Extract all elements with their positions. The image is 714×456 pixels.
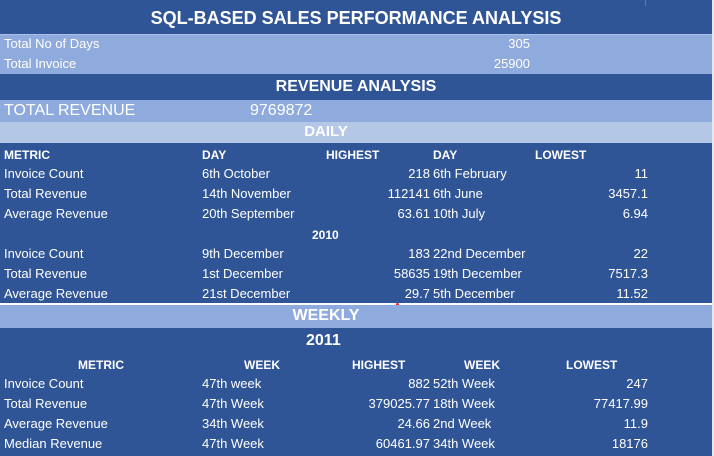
metric-cell: Total Revenue bbox=[4, 396, 88, 411]
lowest-cell: 22 bbox=[633, 246, 648, 261]
highest-cell: 218 bbox=[408, 166, 430, 181]
cursor-dot bbox=[396, 303, 399, 306]
low-week-cell: 2nd Week bbox=[433, 416, 492, 431]
year-2010-label: 2010 bbox=[312, 228, 339, 242]
lowest-cell: 7517.3 bbox=[608, 266, 648, 281]
metric-cell: Invoice Count bbox=[4, 166, 84, 181]
revenue-analysis-heading: REVENUE ANALYSIS bbox=[275, 78, 437, 95]
daily-col-highest: HIGHEST bbox=[326, 148, 380, 162]
weekly-col-highest: HIGHEST bbox=[352, 358, 406, 372]
low-day-cell: 22nd December bbox=[433, 246, 526, 261]
highest-cell: 58635 bbox=[393, 266, 430, 281]
highest-cell: 60461.97 bbox=[375, 436, 430, 451]
summary-value-invoice: 25900 bbox=[493, 56, 530, 71]
daily-col-lowest: LOWEST bbox=[535, 148, 587, 162]
low-week-cell: 18th Week bbox=[433, 396, 495, 411]
low-day-cell: 6th February bbox=[433, 166, 507, 181]
highest-cell: 63.61 bbox=[397, 206, 430, 221]
highest-cell: 183 bbox=[408, 246, 430, 261]
high-day-cell: 6th October bbox=[202, 166, 270, 181]
highest-cell: 112141 bbox=[387, 186, 430, 201]
high-day-cell: 1st December bbox=[202, 266, 283, 281]
total-revenue-value: 9769872 bbox=[250, 102, 313, 119]
lowest-cell: 3457.1 bbox=[608, 186, 648, 201]
high-day-cell: 14th November bbox=[202, 186, 291, 201]
low-week-cell: 34th Week bbox=[433, 436, 495, 451]
highest-cell: 24.66 bbox=[397, 416, 430, 431]
lowest-cell: 18176 bbox=[611, 436, 648, 451]
lowest-cell: 11.52 bbox=[616, 286, 648, 301]
daily-col-metric: METRIC bbox=[4, 148, 50, 162]
summary-label-days: Total No of Days bbox=[4, 36, 100, 51]
metric-cell: Average Revenue bbox=[4, 286, 108, 301]
low-day-cell: 6th June bbox=[433, 186, 483, 201]
low-week-cell: 52th Week bbox=[433, 376, 495, 391]
grid-divider bbox=[645, 0, 646, 6]
total-revenue-label: TOTAL REVENUE bbox=[4, 102, 136, 119]
high-week-cell: 47th week bbox=[202, 376, 262, 391]
daily-heading: DAILY bbox=[304, 123, 348, 140]
lowest-cell: 77417.99 bbox=[593, 396, 648, 411]
low-day-cell: 19th December bbox=[433, 266, 522, 281]
weekly-col-week-low: WEEK bbox=[464, 358, 500, 372]
weekly-heading: WEEKLY bbox=[292, 307, 360, 324]
metric-cell: Total Revenue bbox=[4, 186, 88, 201]
daily-table-band bbox=[0, 143, 712, 303]
lowest-cell: 11 bbox=[634, 166, 649, 181]
weekly-table-band bbox=[0, 328, 712, 456]
highest-cell: 29.7 bbox=[404, 286, 430, 301]
weekly-year-label: 2011 bbox=[306, 332, 341, 349]
metric-cell: Median Revenue bbox=[4, 436, 103, 451]
high-week-cell: 34th Week bbox=[202, 416, 264, 431]
low-day-cell: 10th July bbox=[433, 206, 486, 221]
metric-cell: Invoice Count bbox=[4, 246, 84, 261]
summary-value-days: 305 bbox=[508, 36, 530, 51]
sheet-edge bbox=[712, 0, 714, 456]
high-day-cell: 21st December bbox=[202, 286, 291, 301]
daily-col-day-low: DAY bbox=[433, 148, 458, 162]
metric-cell: Average Revenue bbox=[4, 206, 108, 221]
revenue-analysis-band bbox=[0, 74, 712, 100]
highest-cell: 882 bbox=[408, 376, 430, 391]
daily-col-day-high: DAY bbox=[202, 148, 227, 162]
weekly-band bbox=[0, 305, 712, 328]
high-day-cell: 20th September bbox=[202, 206, 295, 221]
high-week-cell: 47th Week bbox=[202, 436, 264, 451]
page-title: SQL-BASED SALES PERFORMANCE ANALYSIS bbox=[150, 8, 562, 28]
metric-cell: Average Revenue bbox=[4, 416, 108, 431]
title-band bbox=[0, 0, 712, 34]
total-revenue-band bbox=[0, 100, 712, 122]
highest-cell: 379025.77 bbox=[368, 396, 430, 411]
summary-label-invoice: Total Invoice bbox=[4, 56, 77, 71]
summary-band bbox=[0, 34, 712, 75]
weekly-col-metric: METRIC bbox=[78, 358, 124, 372]
metric-cell: Invoice Count bbox=[4, 376, 84, 391]
lowest-cell: 11.9 bbox=[623, 416, 648, 431]
low-day-cell: 5th December bbox=[433, 286, 515, 301]
metric-cell: Total Revenue bbox=[4, 266, 88, 281]
weekly-col-week-high: WEEK bbox=[244, 358, 280, 372]
weekly-col-lowest: LOWEST bbox=[566, 358, 618, 372]
high-day-cell: 9th December bbox=[202, 246, 284, 261]
high-week-cell: 47th Week bbox=[202, 396, 264, 411]
lowest-cell: 247 bbox=[626, 376, 648, 391]
daily-band bbox=[0, 122, 712, 143]
lowest-cell: 6.94 bbox=[622, 206, 648, 221]
